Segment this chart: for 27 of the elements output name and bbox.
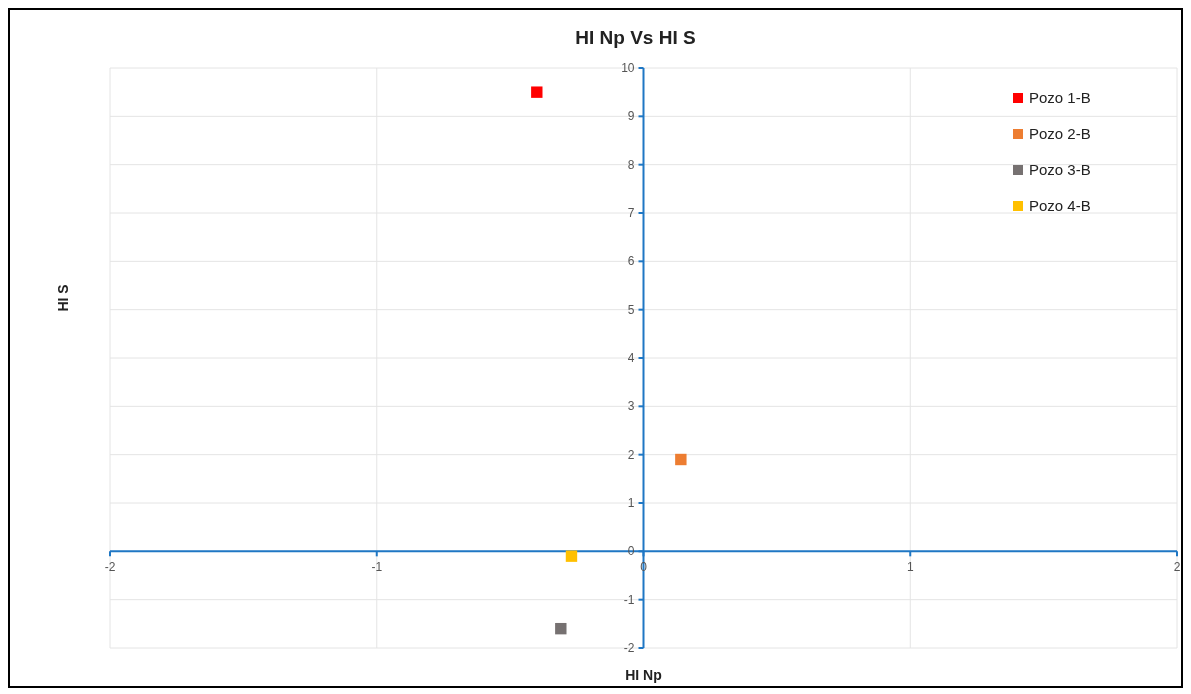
y-tick-label: 5	[627, 302, 635, 317]
y-tick-label: 6	[627, 254, 635, 269]
y-tick-label: 7	[627, 206, 635, 220]
y-tick-label: -1	[623, 592, 635, 607]
x-tick-label: -2	[104, 560, 116, 575]
legend-label: Pozo 1-B	[1029, 89, 1091, 106]
y-tick-label: 9	[627, 109, 635, 124]
x-tick-label: 1	[906, 560, 914, 575]
point	[565, 550, 578, 562]
y-tick-label: 1	[627, 496, 635, 510]
legend-label: Pozo 4-B	[1029, 197, 1091, 214]
y-tick-label: 4	[627, 351, 635, 365]
legend-label: Pozo 2-B	[1029, 125, 1091, 142]
y-tick-label: -2	[623, 641, 635, 655]
point	[531, 86, 543, 98]
y-axis-title: HI S	[55, 284, 71, 312]
y-tick-label: 3	[627, 399, 635, 414]
x-tick-label: -1	[371, 560, 383, 575]
x-tick-label: 2	[1173, 560, 1181, 575]
y-tick-label: 8	[627, 157, 635, 172]
chart-title: HI Np Vs HI S	[575, 27, 696, 48]
y-tick-label: 10	[621, 61, 635, 75]
x-axis-title: HI Np	[625, 667, 662, 683]
point	[675, 453, 687, 466]
legend-label: Pozo 3-B	[1029, 161, 1091, 178]
point	[555, 622, 567, 635]
y-tick-label: 2	[627, 447, 635, 462]
